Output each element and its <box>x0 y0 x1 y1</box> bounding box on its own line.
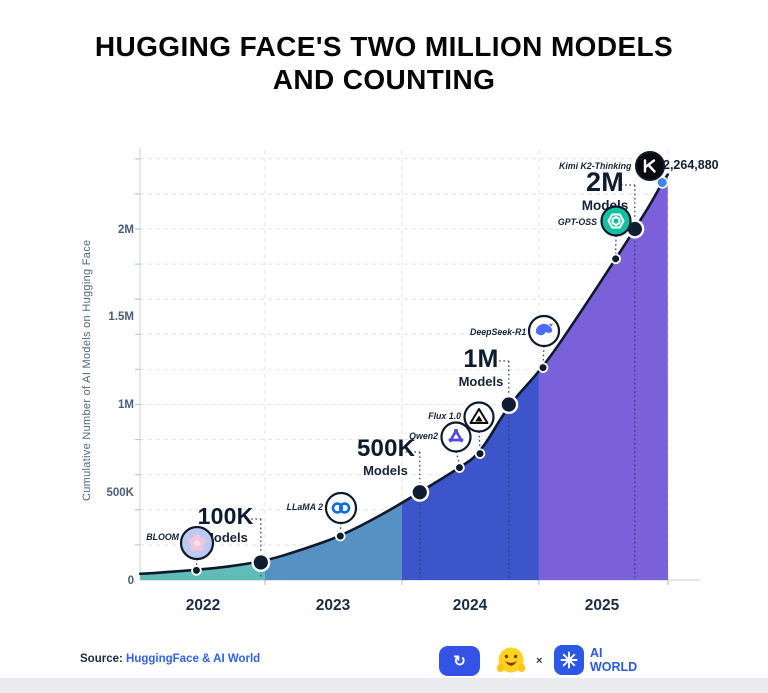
milestone-1m-number: 1M <box>463 345 499 373</box>
deepseek-logo-icon <box>524 311 564 351</box>
connector-bloom <box>195 558 198 567</box>
bloom-logo-icon <box>177 523 217 563</box>
ai-world-line2: WORLD <box>590 660 638 674</box>
data-point-llama2 <box>334 530 346 542</box>
milestone-label-flux: Flux 1.0 <box>428 411 461 421</box>
data-point-500k <box>410 482 430 502</box>
meta-llama-logo-icon <box>321 488 361 528</box>
data-point-deepseek <box>537 362 549 373</box>
page-title-line2: AND COUNTING <box>272 64 496 96</box>
milestone-label-gptoss: GPT-OSS <box>557 217 597 227</box>
data-point-qwen2 <box>454 462 465 473</box>
bottom-strip <box>0 678 768 693</box>
milestone-label-qwen2: Qwen2 <box>409 431 438 441</box>
page-title: HUGGING FACE'S TWO MILLION MODELS AND CO… <box>0 30 768 96</box>
flux-logo-icon <box>459 397 499 437</box>
y-tick-500k: 500K <box>107 487 135 499</box>
ai-world-line1: AI <box>590 646 603 660</box>
data-point-1m <box>499 395 519 415</box>
x-tick-2025: 2025 <box>585 597 620 614</box>
milestone-500k-number: 500K <box>357 435 416 462</box>
data-point-100k <box>251 552 271 572</box>
gpt-oss-logo-icon <box>596 201 636 241</box>
milestone-500k: 500K Models <box>357 435 416 479</box>
data-point-flux <box>474 448 486 459</box>
milestone-500k-sub: Models <box>363 463 408 478</box>
data-point-gptoss <box>610 253 621 265</box>
x-tick-2024: 2024 <box>453 597 488 614</box>
milestone-label-deepseek: DeepSeek-R1 <box>470 327 527 337</box>
milestone-label-llama2: LLaMA 2 <box>286 502 323 512</box>
source-note: Source: HuggingFace & AI World <box>80 653 260 665</box>
connector-deepseek <box>542 345 545 364</box>
data-point-kimi <box>656 176 669 189</box>
milestone-100k-number: 100K <box>197 503 254 529</box>
y-tick-1-5m: 1.5M <box>108 311 134 323</box>
milestone-1m-sub: Models <box>458 374 504 389</box>
source-prefix: Source: <box>80 653 123 665</box>
page-title-line1: HUGGING FACE'S TWO MILLION MODELS <box>94 31 674 62</box>
final-count-label: 2,264,880 <box>663 158 719 172</box>
connector-flux <box>478 431 481 450</box>
milestone-100k-sub: Models <box>203 530 248 545</box>
hugging-face-emoji-icon <box>494 644 528 678</box>
y-tick-1m: 1M <box>118 399 134 411</box>
milestone-label-bloom: BLOOM <box>146 532 179 542</box>
milestone-2m-number: 2M <box>586 167 624 197</box>
qwen-logo-icon <box>436 417 476 457</box>
x-tick-2022: 2022 <box>186 597 220 614</box>
y-tick-2m: 2M <box>118 224 134 236</box>
x-tick-2023: 2023 <box>316 597 351 614</box>
ai-world-logo-icon <box>554 645 584 675</box>
replay-icon: ↻ <box>453 653 466 670</box>
milestone-1m: 1M Models <box>454 345 508 390</box>
source-link[interactable]: HuggingFace & AI World <box>126 653 261 665</box>
milestone-label-kimi: Kimi K2-Thinking <box>559 161 632 171</box>
kimi-logo-icon <box>630 146 670 186</box>
connector-llama2 <box>339 522 342 533</box>
y-tick-0: 0 <box>128 575 134 587</box>
milestone-100k: 100K Models <box>197 503 254 546</box>
replay-button[interactable]: ↻ <box>439 646 480 676</box>
ai-world-wordmark: AI WORLD <box>590 646 637 674</box>
data-point-bloom <box>191 565 202 576</box>
collab-separator: × <box>536 655 543 667</box>
tick-labels: 0 500K 1M 1.5M 2M 2022 2023 2024 2025 <box>107 224 620 614</box>
